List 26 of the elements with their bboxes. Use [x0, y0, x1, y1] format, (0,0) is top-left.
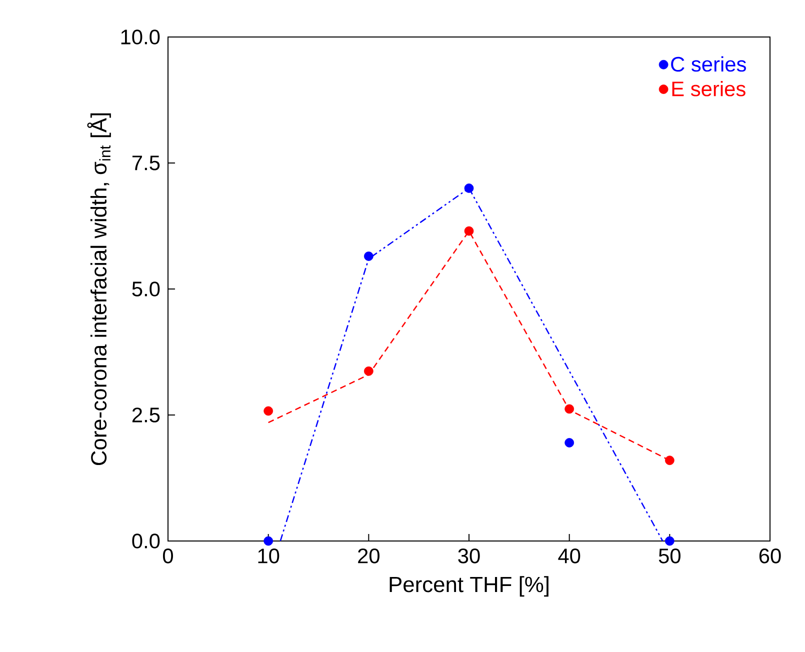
y-tick-label: 10.0 [121, 30, 160, 44]
legend-label: C series [671, 56, 746, 72]
point [364, 366, 374, 376]
x-tick-label: 50 [658, 548, 680, 564]
y-axis-title: Core-corona interfacial width, σ$_{int}$ [Å] [87, 113, 111, 466]
x-tick-label: 0 [162, 548, 173, 564]
legend-label: E series [672, 80, 746, 96]
point [664, 456, 674, 466]
y-tick-label: 7.5 [132, 156, 160, 170]
point [564, 438, 574, 448]
x-axis-title: Percent THF [%] [390, 576, 548, 597]
y-tick-label: 5.0 [132, 282, 160, 296]
point [264, 406, 274, 416]
x-tick-label: 40 [558, 548, 580, 564]
point [664, 536, 674, 546]
point [564, 404, 574, 414]
point [464, 226, 474, 236]
point [264, 536, 274, 546]
x-tick-label: 20 [358, 548, 380, 564]
x-tick-label: 60 [759, 548, 781, 564]
point [464, 184, 474, 193]
y-tick-label: 2.5 [132, 408, 160, 422]
x-tick-label: 30 [458, 548, 480, 564]
point [364, 252, 374, 261]
y-tick-label: 0.0 [132, 534, 160, 548]
x-tick-label: 10 [258, 548, 280, 564]
